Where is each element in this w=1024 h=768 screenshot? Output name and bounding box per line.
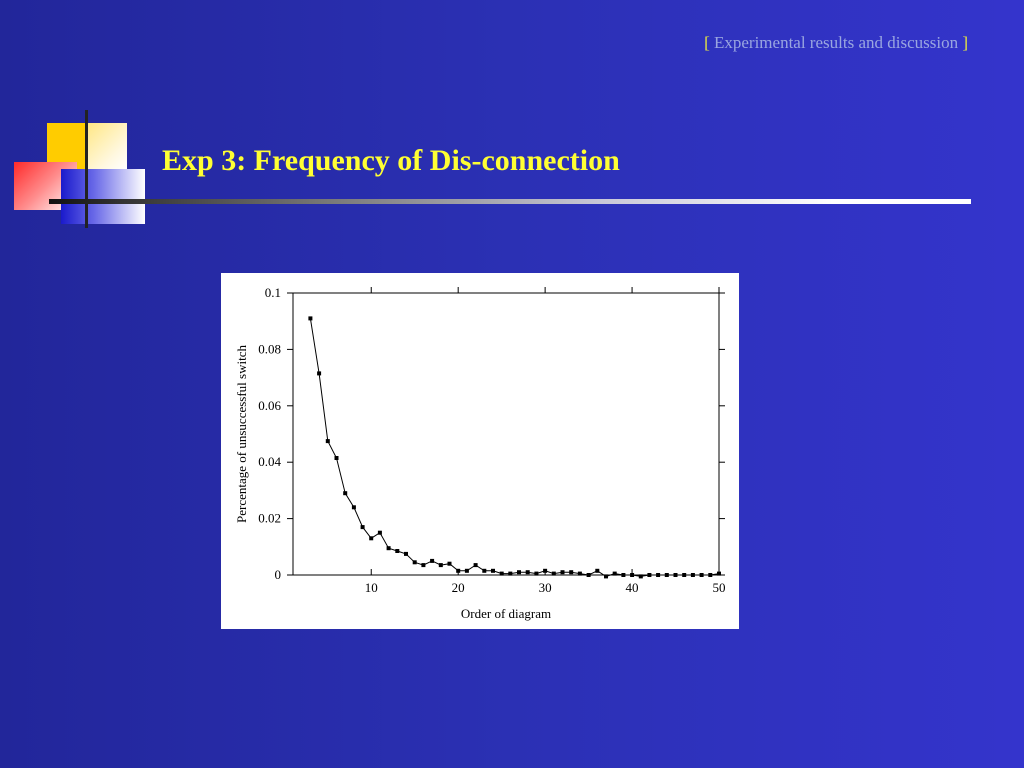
data-point (334, 456, 339, 460)
data-point (690, 573, 695, 577)
line-chart: 10 20 30 40 50 0 0.02 0.04 0.06 0.08 0.1 Order of … (234, 285, 726, 621)
data-point (482, 568, 487, 573)
data-point (351, 505, 356, 510)
data-point (447, 561, 452, 566)
yellow-square (47, 123, 85, 169)
y-tick-label: 0.1 (265, 285, 281, 300)
y-tick-label: 0.08 (258, 341, 281, 356)
y-tick-label: 0.06 (258, 398, 281, 413)
x-tick-label: 20 (452, 580, 465, 595)
vertical-rule (85, 110, 88, 228)
series-markers (308, 316, 721, 579)
section-label-text: Experimental results and discussion (713, 33, 959, 52)
data-point (717, 571, 721, 576)
title-underline (49, 199, 971, 204)
data-point (412, 560, 417, 565)
data-point (464, 568, 469, 573)
data-point (577, 571, 582, 576)
data-point (499, 571, 504, 576)
section-bracket-open: [ (704, 33, 714, 52)
data-point (595, 568, 600, 573)
data-point (430, 558, 435, 563)
data-point (664, 573, 669, 577)
section-label: [ Experimental results and discussion ] (704, 33, 968, 53)
data-point (586, 573, 591, 577)
data-point (534, 571, 539, 576)
data-point (438, 563, 443, 568)
data-point (508, 571, 513, 576)
data-point (569, 570, 574, 575)
data-point (604, 574, 608, 579)
data-point (421, 563, 426, 568)
data-point (395, 549, 400, 553)
data-point (630, 573, 635, 577)
data-point (343, 491, 348, 496)
data-point (656, 573, 661, 577)
data-point (377, 530, 382, 535)
x-tick-label: 50 (713, 580, 726, 595)
data-point (525, 570, 530, 575)
data-point (560, 570, 565, 575)
data-point (551, 571, 556, 576)
data-point (404, 551, 408, 556)
data-point (612, 571, 617, 576)
cream-square (85, 123, 127, 169)
data-point (699, 573, 704, 577)
y-tick-label: 0.02 (258, 511, 281, 526)
data-point (647, 573, 652, 577)
blue-square (61, 169, 145, 224)
data-point (473, 563, 478, 568)
data-point (543, 568, 548, 573)
data-point (491, 568, 495, 573)
data-point (386, 546, 391, 551)
data-point (682, 573, 687, 577)
plot-frame (292, 292, 720, 576)
axis-ticks (287, 287, 725, 576)
y-tick-label: 0.04 (258, 454, 281, 469)
data-point (456, 568, 461, 573)
data-point (317, 371, 322, 376)
slide-title: Exp 3: Frequency of Dis-connection (162, 144, 620, 177)
axis-tick-labels: 10 20 30 40 50 0 0.02 0.04 0.06 0.08 0.1 (258, 285, 725, 595)
data-point (517, 570, 521, 575)
corner-decoration (0, 0, 150, 240)
data-point (369, 536, 374, 541)
chart-panel: 10 20 30 40 50 0 0.02 0.04 0.06 0.08 0.1 Order of … (221, 273, 739, 629)
x-axis-label: Order of diagram (461, 606, 551, 621)
y-axis-label: Percentage of unsuccessful switch (234, 345, 249, 523)
x-tick-label: 40 (626, 580, 639, 595)
y-tick-label: 0 (275, 567, 282, 582)
x-tick-label: 30 (539, 580, 552, 595)
data-point (360, 525, 365, 530)
data-point (638, 574, 643, 579)
data-point (673, 573, 678, 577)
data-point (308, 316, 313, 321)
data-point (621, 573, 626, 577)
data-point (708, 573, 713, 577)
section-bracket-close: ] (958, 33, 968, 52)
data-point (325, 439, 330, 444)
x-tick-label: 10 (365, 580, 378, 595)
